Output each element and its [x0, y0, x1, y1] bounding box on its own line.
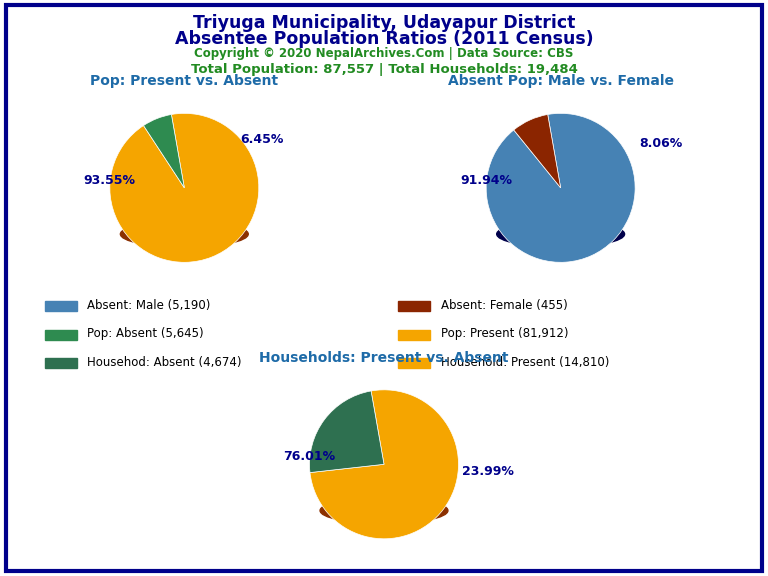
- Bar: [45, 301, 77, 312]
- Wedge shape: [110, 113, 259, 262]
- Ellipse shape: [121, 221, 248, 247]
- Text: 76.01%: 76.01%: [283, 450, 336, 463]
- Bar: [398, 358, 430, 368]
- Ellipse shape: [320, 498, 448, 524]
- Wedge shape: [514, 115, 561, 188]
- Text: Absent: Male (5,190): Absent: Male (5,190): [88, 299, 210, 312]
- Wedge shape: [310, 391, 384, 472]
- Text: Pop: Absent (5,645): Pop: Absent (5,645): [88, 327, 204, 340]
- Title: Households: Present vs. Absent: Households: Present vs. Absent: [260, 351, 508, 365]
- Text: 23.99%: 23.99%: [462, 465, 514, 478]
- Text: Absent: Female (455): Absent: Female (455): [441, 299, 568, 312]
- Text: 91.94%: 91.94%: [460, 174, 512, 187]
- Ellipse shape: [497, 221, 624, 247]
- Title: Absent Pop: Male vs. Female: Absent Pop: Male vs. Female: [448, 74, 674, 89]
- Text: 6.45%: 6.45%: [240, 133, 283, 146]
- Bar: [45, 329, 77, 340]
- Bar: [398, 329, 430, 340]
- Bar: [398, 301, 430, 312]
- Text: Absentee Population Ratios (2011 Census): Absentee Population Ratios (2011 Census): [174, 30, 594, 48]
- Wedge shape: [310, 390, 458, 539]
- Text: Total Population: 87,557 | Total Households: 19,484: Total Population: 87,557 | Total Househo…: [190, 63, 578, 76]
- Text: Pop: Present (81,912): Pop: Present (81,912): [441, 327, 568, 340]
- Text: Househod: Absent (4,674): Househod: Absent (4,674): [88, 356, 242, 369]
- Wedge shape: [486, 113, 635, 262]
- Text: Household: Present (14,810): Household: Present (14,810): [441, 356, 609, 369]
- Text: Triyuga Municipality, Udayapur District: Triyuga Municipality, Udayapur District: [193, 14, 575, 32]
- Wedge shape: [144, 115, 184, 188]
- Text: Copyright © 2020 NepalArchives.Com | Data Source: CBS: Copyright © 2020 NepalArchives.Com | Dat…: [194, 47, 574, 60]
- Bar: [45, 358, 77, 368]
- Title: Pop: Present vs. Absent: Pop: Present vs. Absent: [91, 74, 278, 89]
- Text: 93.55%: 93.55%: [84, 174, 136, 187]
- Text: 8.06%: 8.06%: [639, 137, 682, 150]
